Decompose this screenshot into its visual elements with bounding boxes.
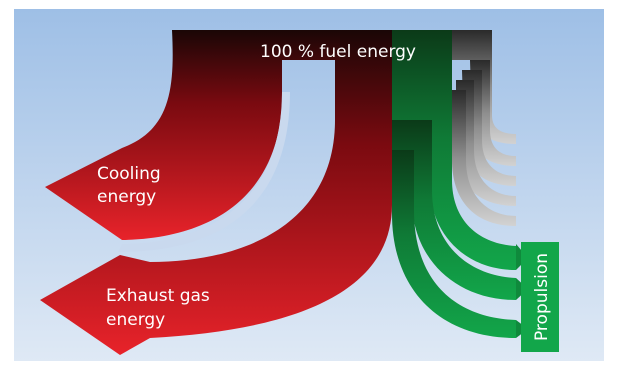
exhaust-label-line1: Exhaust gas bbox=[106, 286, 210, 306]
diagram-title: 100 % fuel energy bbox=[260, 42, 416, 62]
flow-cooling bbox=[45, 30, 340, 240]
cooling-label-line2: energy bbox=[97, 187, 156, 207]
propulsion-box bbox=[521, 242, 559, 352]
propulsion-label: Propulsion bbox=[532, 253, 552, 341]
flow-losses bbox=[452, 30, 516, 226]
exhaust-label-line2: energy bbox=[106, 310, 165, 330]
cooling-label-line1: Cooling bbox=[97, 164, 161, 184]
flow-exhaust-gas bbox=[40, 30, 392, 355]
